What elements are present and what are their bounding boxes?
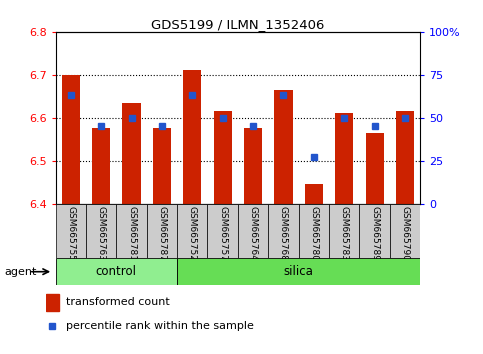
Text: silica: silica [284, 265, 313, 278]
Text: GSM665757: GSM665757 [218, 206, 227, 261]
Text: control: control [96, 265, 137, 278]
Bar [56, 258, 177, 285]
Bar [92, 129, 110, 204]
Bar [359, 204, 390, 258]
Bar [147, 204, 177, 258]
Bar [122, 103, 141, 204]
Bar [396, 111, 414, 204]
Bar [213, 111, 232, 204]
Text: GSM665752: GSM665752 [188, 206, 197, 261]
Text: transformed count: transformed count [66, 297, 170, 307]
Bar [86, 204, 116, 258]
Bar [177, 258, 420, 285]
Bar [56, 204, 86, 258]
Text: GSM665768: GSM665768 [279, 206, 288, 261]
Bar [335, 113, 354, 204]
Title: GDS5199 / ILMN_1352406: GDS5199 / ILMN_1352406 [151, 18, 325, 31]
Bar [274, 90, 293, 204]
Bar [329, 204, 359, 258]
Bar [298, 204, 329, 258]
Bar [208, 204, 238, 258]
Bar [116, 204, 147, 258]
Bar [366, 133, 384, 204]
Bar [46, 293, 58, 311]
Bar [268, 204, 298, 258]
Bar [238, 204, 268, 258]
Bar [153, 129, 171, 204]
Text: GSM665755: GSM665755 [66, 206, 75, 261]
Bar [244, 129, 262, 204]
Bar [62, 75, 80, 204]
Text: agent: agent [5, 267, 37, 277]
Text: GSM665787: GSM665787 [157, 206, 167, 261]
Text: GSM665781: GSM665781 [127, 206, 136, 261]
Text: GSM665764: GSM665764 [249, 206, 257, 261]
Bar [183, 70, 201, 204]
Bar [390, 204, 420, 258]
Text: percentile rank within the sample: percentile rank within the sample [66, 321, 254, 331]
Text: GSM665790: GSM665790 [400, 206, 410, 261]
Text: GSM665789: GSM665789 [370, 206, 379, 261]
Text: GSM665783: GSM665783 [340, 206, 349, 261]
Text: GSM665780: GSM665780 [309, 206, 318, 261]
Text: GSM665763: GSM665763 [97, 206, 106, 261]
Bar [305, 184, 323, 204]
Bar [177, 204, 208, 258]
